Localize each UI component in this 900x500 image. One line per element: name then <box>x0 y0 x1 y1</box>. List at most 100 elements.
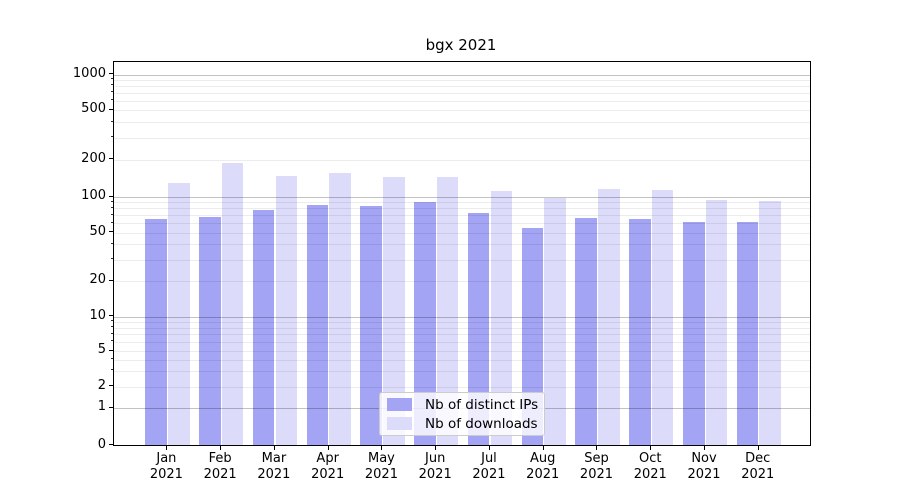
x-tick-mark <box>704 445 705 450</box>
bar-downloads-jul <box>490 191 513 446</box>
bar-distinct-ips-jul <box>467 213 490 446</box>
y-minor-tick-mark <box>110 200 113 202</box>
gridline-90 <box>114 202 810 204</box>
bar-distinct-ips-apr <box>306 205 329 446</box>
y-minor-tick-mark <box>110 332 113 334</box>
legend-item-downloads: Nb of downloads <box>380 416 544 432</box>
y-tick-mark <box>109 406 113 408</box>
gridline-7 <box>114 334 810 336</box>
y-minor-tick-mark <box>110 91 113 93</box>
x-tick-label-jul: Jul 2021 <box>472 451 506 482</box>
x-tick-label-feb: Feb 2021 <box>203 451 237 482</box>
bar-downloads-aug <box>544 197 566 446</box>
y-minor-tick-mark <box>110 84 113 86</box>
gridline-40 <box>114 244 810 246</box>
x-tick-mark <box>327 445 329 450</box>
y-minor-tick-mark <box>110 242 113 244</box>
x-tick-mark <box>273 445 275 450</box>
y-minor-tick-mark <box>110 326 113 328</box>
gridline-600 <box>114 100 810 102</box>
y-minor-tick-mark <box>110 320 113 322</box>
gridline-900 <box>114 79 810 81</box>
x-tick-label-nov: Nov 2021 <box>687 451 721 482</box>
y-tick-label-500: 500 <box>81 101 106 116</box>
y-tick-label-5: 5 <box>97 342 106 357</box>
x-tick-label-aug: Aug 2021 <box>526 451 560 482</box>
gridline-30 <box>114 259 810 261</box>
y-tick-label-0: 0 <box>97 436 106 452</box>
gridline-10 <box>114 316 810 318</box>
legend-label-distinct-ips: Nb of distinct IPs <box>425 396 539 413</box>
gridline-800 <box>114 85 810 87</box>
bar-downloads-dec <box>759 200 781 446</box>
bar-distinct-ips-jun <box>414 201 436 446</box>
gridline-8 <box>114 327 810 329</box>
legend-label-downloads: Nb of downloads <box>425 415 538 432</box>
x-tick-mark <box>381 445 383 450</box>
y-tick-mark <box>109 231 113 232</box>
y-tick-label-200: 200 <box>81 150 106 166</box>
gridline-70 <box>114 215 810 217</box>
bar-distinct-ips-aug <box>521 227 544 446</box>
x-tick-mark <box>650 445 652 450</box>
x-tick-mark <box>435 445 437 450</box>
y-tick-label-1000: 1000 <box>72 65 106 81</box>
y-tick-label-2: 2 <box>97 377 106 393</box>
x-tick-label-jun: Jun 2021 <box>418 451 452 482</box>
bar-downloads-feb <box>221 163 244 446</box>
y-minor-tick-mark <box>110 120 113 122</box>
bar-downloads-mar <box>275 176 298 446</box>
y-tick-label-100: 100 <box>81 188 106 203</box>
y-tick-label-20: 20 <box>89 272 106 287</box>
gridline-1000 <box>114 74 810 76</box>
x-tick-mark <box>542 445 544 450</box>
y-tick-mark <box>109 385 113 386</box>
y-tick-mark <box>109 158 113 159</box>
bar-downloads-oct <box>651 190 674 446</box>
y-minor-tick-mark <box>110 358 113 360</box>
y-minor-tick-mark <box>110 206 113 208</box>
x-tick-label-dec: Dec 2021 <box>741 451 775 482</box>
bar-distinct-ips-may <box>360 205 382 446</box>
x-tick-label-mar: Mar 2021 <box>257 451 291 482</box>
gridline-300 <box>114 137 810 139</box>
y-minor-tick-mark <box>110 99 113 101</box>
gridline-2 <box>114 386 810 388</box>
gridline-50 <box>114 232 810 234</box>
legend-item-distinct-ips: Nb of distinct IPs <box>380 397 544 413</box>
gridline-700 <box>114 92 810 94</box>
y-tick-mark <box>109 108 113 110</box>
x-tick-label-may: May 2021 <box>364 451 398 482</box>
legend-swatch-distinct-ips <box>387 398 412 411</box>
bar-distinct-ips-jan <box>145 219 167 446</box>
y-minor-tick-mark <box>110 369 113 371</box>
gridline-6 <box>114 341 810 343</box>
bar-downloads-nov <box>705 199 728 446</box>
gridline-80 <box>114 208 810 210</box>
gridline-9 <box>114 321 810 323</box>
legend-swatch-downloads <box>387 417 412 430</box>
bar-distinct-ips-feb <box>199 216 221 446</box>
y-minor-tick-mark <box>110 136 113 138</box>
x-tick-mark <box>220 445 222 450</box>
x-tick-mark <box>166 445 168 450</box>
bar-downloads-sep <box>598 189 620 446</box>
plot-area <box>113 61 811 446</box>
x-tick-label-sep: Sep 2021 <box>579 451 614 482</box>
bar-downloads-jun <box>436 176 459 446</box>
bar-distinct-ips-oct <box>629 219 651 446</box>
y-tick-label-50: 50 <box>89 223 106 239</box>
gridline-500 <box>114 110 810 111</box>
y-tick-mark <box>109 73 113 74</box>
y-minor-tick-mark <box>110 258 113 260</box>
y-minor-tick-mark <box>110 78 113 80</box>
gridline-3 <box>114 370 810 372</box>
y-tick-label-1: 1 <box>97 399 106 414</box>
x-tick-mark <box>488 445 490 450</box>
y-minor-tick-mark <box>110 213 113 215</box>
bar-downloads-jan <box>168 183 190 446</box>
gridline-5 <box>114 351 810 352</box>
x-tick-label-apr: Apr 2021 <box>311 451 345 482</box>
y-tick-mark <box>109 195 113 197</box>
y-tick-mark <box>109 279 113 281</box>
